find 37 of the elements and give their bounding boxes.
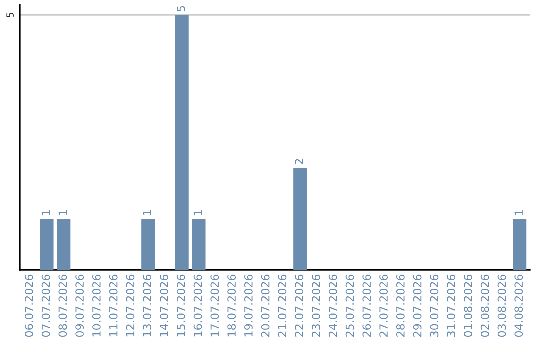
x-tick-label: 20.07.2026 <box>261 274 270 337</box>
x-tick-label: 09.07.2026 <box>76 274 84 338</box>
data-label: 1 <box>42 210 50 216</box>
x-tick-label: 14.07.2026 <box>160 274 168 337</box>
x-tick-label: 12.07.2026 <box>126 274 135 337</box>
x-tick-label: 19.07.2026 <box>244 274 253 337</box>
x-tick-label: 15.07.2026 <box>176 274 186 337</box>
x-tick-label: 03.08.2026 <box>498 274 506 338</box>
x-tick-label: 22.07.2026 <box>295 274 304 337</box>
x-tick-label: 17.07.2026 <box>210 274 220 337</box>
data-label: 1 <box>143 210 152 216</box>
x-tick-label: 23.07.2026 <box>312 274 320 337</box>
data-label: 5 <box>177 6 186 12</box>
x-tick-label: 28.07.2026 <box>396 274 405 337</box>
x-tick-label: 18.07.2026 <box>228 274 236 337</box>
x-tick-label: 25.07.2026 <box>346 274 354 337</box>
x-tick-label: 24.07.2026 <box>328 274 338 337</box>
x-tick-label: 08.07.2026 <box>58 274 68 338</box>
x-tick-label: 06.07.2026 <box>24 274 34 338</box>
x-tick-label: 01.08.2026 <box>464 274 472 338</box>
data-label: 1 <box>194 210 202 216</box>
x-tick-label: 21.07.2026 <box>278 274 287 337</box>
x-tick-label: 13.07.2026 <box>143 274 152 337</box>
data-label: 2 <box>295 159 304 164</box>
x-tick-label: 10.07.2026 <box>92 274 101 337</box>
x-tick-label: 07.07.2026 <box>42 274 50 338</box>
x-tick-label: 02.08.2026 <box>480 274 490 338</box>
x-tick-label: 04.08.2026 <box>514 274 524 338</box>
x-tick-label: 31.07.2026 <box>447 274 456 337</box>
x-tick-label: 26.07.2026 <box>362 274 372 337</box>
data-label: 1 <box>514 210 523 216</box>
x-tick-label: 11.07.2026 <box>109 274 118 337</box>
x-tick-label: 16.07.2026 <box>194 274 202 337</box>
x-tick-label: 29.07.2026 <box>413 274 422 337</box>
data-label: 1 <box>58 210 67 216</box>
x-tick-label: 27.07.2026 <box>380 274 388 337</box>
x-tick-label: 30.07.2026 <box>430 274 439 337</box>
